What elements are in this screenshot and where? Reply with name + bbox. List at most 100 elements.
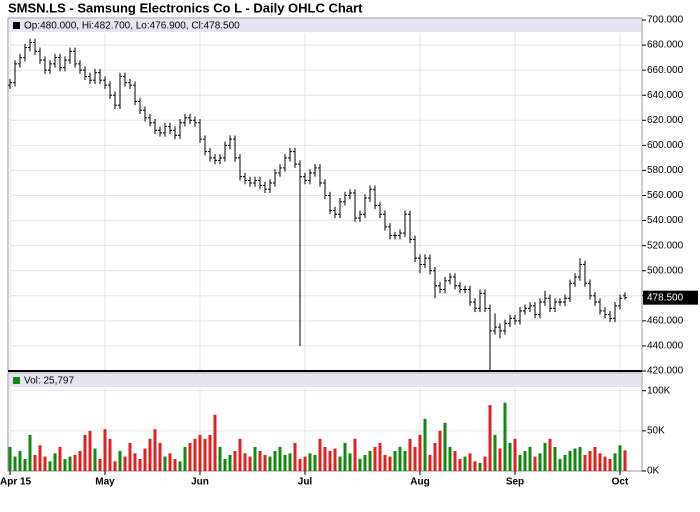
y-tick-label: 660.000 [647,65,684,76]
y-tick-label: 640.000 [647,90,684,101]
volume-bar [498,448,502,471]
volume-bar [113,461,117,471]
volume-bar [78,450,82,471]
volume-bar [318,438,322,471]
volume-bar [193,438,197,471]
volume-bar [363,454,367,471]
volume-bar [123,456,127,471]
volume-bar [513,438,517,471]
volume-bar [178,461,182,471]
x-tick-label: Oct [612,477,629,488]
volume-bar [143,448,147,471]
volume-bar [578,446,582,471]
volume-bar [108,438,112,471]
volume-bar [333,448,337,471]
volume-bar [293,442,297,471]
volume-bar [523,450,527,471]
volume-bar [613,453,617,471]
volume-bar [608,458,612,471]
volume-bar [348,453,352,471]
y-tick-label: 0K [647,466,660,477]
volume-bar [408,438,412,471]
volume-bar [468,453,472,471]
volume-bar [383,454,387,471]
last-price-label: 478.500 [647,292,684,303]
volume-bar [158,442,162,471]
volume-bar [328,450,332,471]
volume-bar [118,450,122,471]
x-tick-label: May [95,477,115,488]
volume-bar [128,442,132,471]
volume-bar [263,454,267,471]
y-tick-label: 560.000 [647,190,684,201]
volume-bar [283,454,287,471]
volume-bar [238,438,242,471]
volume-bar [13,456,17,471]
volume-bar [458,458,462,471]
volume-bar [358,458,362,471]
volume-bar [58,446,62,471]
y-tick-label: 440.000 [647,341,684,352]
volume-bar [493,434,497,471]
volume-bar [443,422,447,471]
volume-bar [188,442,192,471]
volume-bar [548,438,552,471]
volume-bar [133,453,137,471]
y-tick-label: 580.000 [647,165,684,176]
x-tick-label: Jun [191,477,209,488]
volume-bar [233,450,237,471]
volume-bar [83,434,87,471]
volume-bar [528,446,532,471]
volume-bar [413,446,417,471]
volume-bar [258,450,262,471]
volume-bar [298,458,302,471]
x-tick-label: Aug [410,477,429,488]
volume-bar [98,458,102,471]
volume-bar [228,454,232,471]
volume-bar [573,448,577,471]
y-tick-label: 600.000 [647,140,684,151]
volume-bar [203,438,207,471]
volume-bar [308,453,312,471]
y-tick-label: 620.000 [647,115,684,126]
volume-bar [423,418,427,471]
volume-bar [23,458,27,471]
volume-bar [8,446,12,471]
volume-bar [373,446,377,471]
x-tick-label: Jul [298,477,313,488]
volume-bar [518,454,522,471]
volume-bar [583,454,587,471]
volume-bar [103,429,107,471]
volume-bar [488,405,492,471]
volume-bar [153,429,157,471]
chart-title: SMSN.LS - Samsung Electronics Co L - Dai… [8,0,363,15]
volume-bar [28,434,32,471]
volume-bar [273,450,277,471]
volume-bar [313,454,317,471]
volume-bar [68,456,72,471]
volume-bar [208,434,212,471]
last-price-box [643,290,698,305]
volume-bar [73,454,77,471]
volume-bar [278,446,282,471]
y-tick-label: 50K [647,425,665,436]
price-legend: Op:480.000, Hi:482.700, Lo:476.900, Cl:4… [24,21,240,32]
volume-bar [598,453,602,471]
volume-bar [63,458,67,471]
volume-bar [533,456,537,471]
volume-bar [393,450,397,471]
volume-bar [473,461,477,471]
volume-bar [148,438,152,471]
volume-bar [88,430,92,471]
volume-bar [438,430,442,471]
volume-bar [453,450,457,471]
volume-bar [508,442,512,471]
volume-bar [163,456,167,471]
volume-header [9,374,641,387]
volume-bar [48,461,52,471]
volume-bar [478,462,482,471]
y-tick-label: 420.000 [647,366,684,377]
y-tick-label: 500.000 [647,265,684,276]
volume-bar [183,446,187,471]
